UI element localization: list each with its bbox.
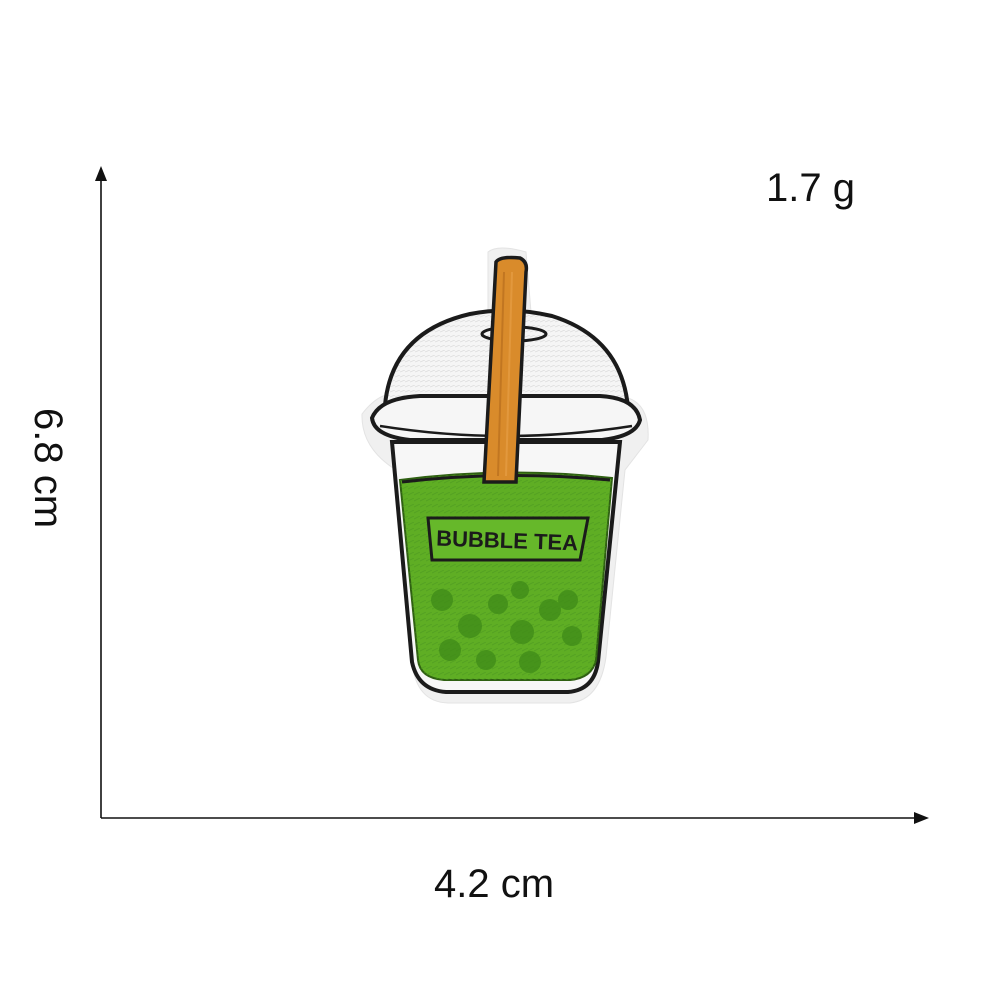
cup-label-text: BUBBLE TEA [436,526,579,556]
vertical-axis-arrow-icon [95,166,107,181]
width-label: 4.2 cm [434,862,555,906]
horizontal-axis-arrow-icon [914,812,929,824]
cup-label-box [426,516,590,562]
weight-label: 1.7 g [766,166,855,210]
tapioca-pearls [431,581,582,673]
straw [482,255,529,484]
